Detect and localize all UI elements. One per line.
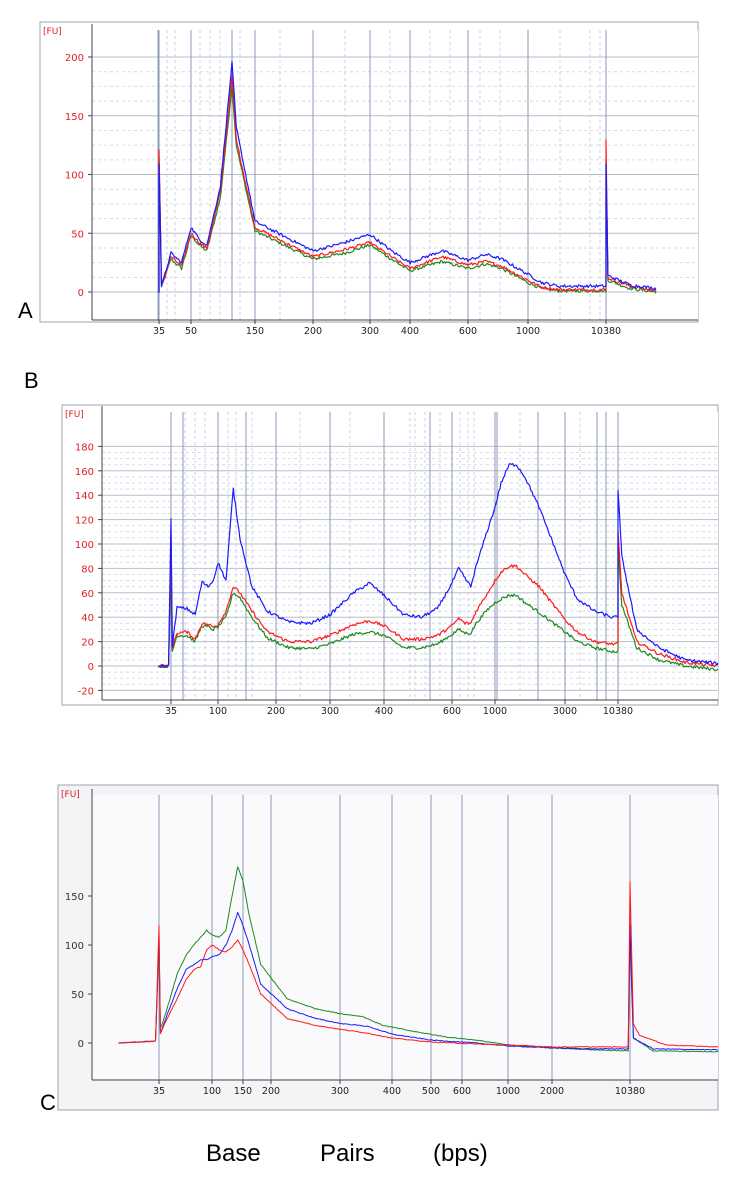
x-tick-label: 300	[331, 1086, 349, 1097]
x-tick-label: 1000	[516, 326, 540, 337]
y-tick-label: 50	[71, 990, 84, 1001]
x-axis-caption-bps: (bps)	[433, 1140, 488, 1167]
chart-panel-c: 0 50 100 150 [FU] 35 100 150 200 300 400 500 600 1000…	[57, 784, 719, 1111]
chart-panel-b: -20 0 20 40 60 80 100 120 140 160 180 [FU] 35 100 200 3…	[61, 404, 719, 717]
x-tick-label: 300	[321, 706, 339, 717]
y-tick-label: 50	[71, 229, 84, 240]
x-tick-label: 10380	[603, 706, 633, 717]
series-line-green	[158, 85, 657, 294]
y-tick-label: 80	[81, 564, 94, 575]
x-tick-label: 35	[165, 706, 177, 717]
x-axis-caption-base: Base	[206, 1140, 261, 1167]
series-line-red	[158, 75, 657, 292]
y-axis-label: [FU]	[43, 27, 62, 37]
y-tick-label: 0	[78, 1039, 84, 1050]
x-tick-label: 600	[459, 326, 477, 337]
y-tick-label: 20	[81, 638, 94, 649]
x-tick-label: 600	[443, 706, 461, 717]
x-tick-label: 100	[209, 706, 227, 717]
x-tick-label: 1000	[483, 706, 507, 717]
series-line-red	[157, 530, 719, 669]
x-tick-label: 500	[422, 1086, 440, 1097]
y-tick-label: 100	[65, 171, 84, 182]
chart-panel-a: 0 50 100 150 200 [FU] 35 50 150 200 300 400 600 1000 1…	[39, 21, 699, 337]
y-tick-label: 100	[75, 540, 94, 551]
y-tick-label: -20	[78, 686, 94, 697]
panel-label-c: C	[40, 1090, 56, 1115]
y-tick-label: 40	[81, 613, 94, 624]
x-tick-label: 400	[375, 706, 393, 717]
x-tick-label: 200	[262, 1086, 280, 1097]
series-line-green	[158, 544, 719, 672]
y-tick-label: 0	[78, 288, 84, 299]
plot-area	[92, 795, 718, 1080]
x-tick-label: 10380	[591, 326, 621, 337]
x-tick-label: 400	[401, 326, 419, 337]
series-line-green	[118, 866, 719, 1053]
x-tick-label: 600	[453, 1086, 471, 1097]
x-tick-label: 35	[153, 326, 165, 337]
x-tick-label: 1000	[496, 1086, 520, 1097]
y-axis-label: [FU]	[61, 790, 80, 800]
y-tick-label: 120	[75, 516, 94, 527]
x-tick-label: 35	[153, 1086, 165, 1097]
x-tick-label: 3000	[553, 706, 577, 717]
y-tick-label: 140	[75, 491, 94, 502]
y-tick-label: 100	[65, 941, 84, 952]
y-tick-label: 200	[65, 53, 84, 64]
x-tick-label: 400	[383, 1086, 401, 1097]
x-axis-caption-pairs: Pairs	[320, 1140, 375, 1167]
x-tick-label: 150	[246, 326, 264, 337]
x-tick-label: 50	[185, 326, 197, 337]
x-tick-label: 300	[361, 326, 379, 337]
panel-label-a: A	[18, 298, 33, 323]
series-line-blue	[158, 60, 657, 293]
y-tick-label: 60	[81, 589, 94, 600]
series-line-red	[118, 880, 719, 1048]
y-axis-label: [FU]	[65, 410, 84, 420]
y-tick-label: 150	[65, 112, 84, 123]
x-tick-label: 150	[234, 1086, 252, 1097]
panel-label-b: B	[24, 368, 39, 393]
series-line-blue	[158, 463, 719, 668]
x-tick-label: 200	[304, 326, 322, 337]
x-tick-label: 200	[267, 706, 285, 717]
x-tick-label: 100	[203, 1086, 221, 1097]
y-tick-label: 180	[75, 442, 94, 453]
x-tick-label: 2000	[540, 1086, 564, 1097]
y-tick-label: 160	[75, 467, 94, 478]
series-line-blue	[118, 911, 719, 1051]
y-tick-label: 0	[88, 662, 94, 673]
y-tick-label: 150	[65, 892, 84, 903]
x-tick-label: 10380	[615, 1086, 645, 1097]
